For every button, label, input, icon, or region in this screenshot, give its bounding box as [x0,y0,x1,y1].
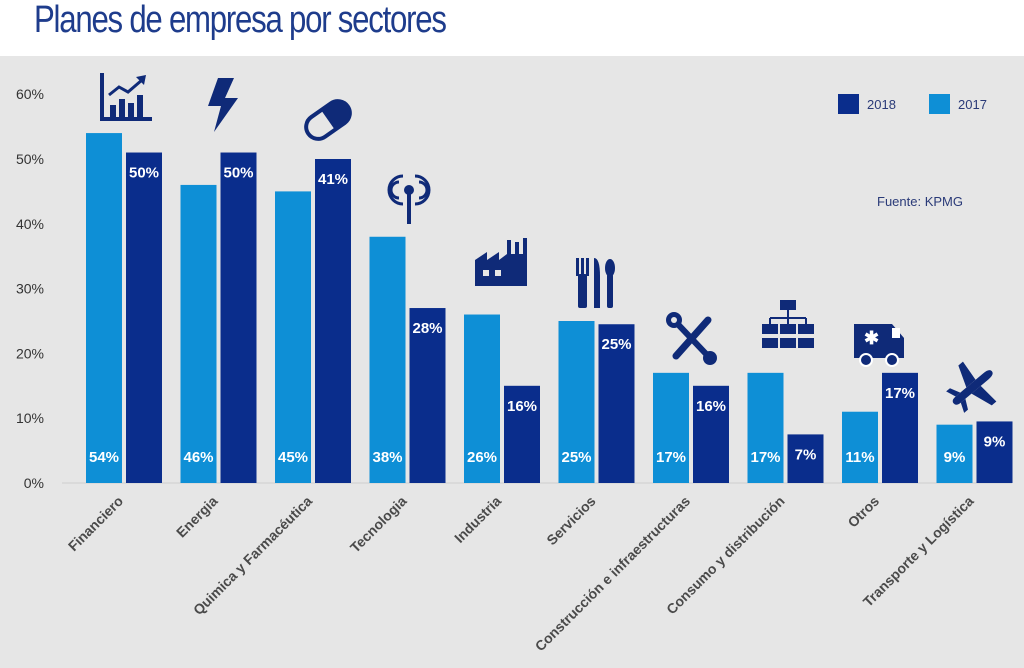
data-label-2017: 46% [183,449,213,466]
category-label: Energia [173,493,221,541]
org-chart-icon [762,300,814,348]
data-label-2018: 16% [696,398,726,415]
bar-2017 [558,321,595,483]
bar-2017 [936,424,973,483]
data-label-2018: 50% [129,165,159,182]
data-label-2017: 45% [278,449,308,466]
source-label: Fuente: KPMG [877,194,963,209]
data-label-2017: 25% [561,449,591,466]
legend-label-2017: 2017 [958,97,987,112]
bar-2018 [315,159,351,483]
bar-2018 [409,308,446,483]
bar-2017 [747,372,784,483]
category-label: Construcción e infraestructuras [532,493,694,655]
y-tick-label: 20% [16,345,44,361]
data-label-2017: 9% [944,449,966,466]
bar-2017 [86,133,122,483]
bar-2017 [842,411,878,483]
bar-2018 [787,434,824,483]
chart-panel: 0% 10% 20% 30% 40% 50% 60% 54% 50% 46% 50% 45% 41% 3… [0,56,1024,668]
data-labels: 54% 50% 46% 50% 45% 41% 38% 28% 26% 16% 25% 25% 17% 1… [89,165,1005,466]
factory-icon [475,238,527,286]
bar-2018 [504,385,540,483]
bar-2018 [126,152,162,483]
bar-2017 [369,236,406,483]
bar-2017 [464,314,500,483]
lightning-icon [208,78,238,132]
bar-chart-icon [100,73,152,121]
data-label-2017: 38% [372,449,402,466]
y-tick-label: 50% [16,151,44,167]
category-label: Industria [451,493,504,546]
y-tick-label: 0% [24,475,44,491]
bar-2018 [882,372,918,483]
data-label-2018: 50% [223,165,253,182]
data-label-2018: 16% [507,398,537,415]
tools-icon [666,312,717,365]
chart-title: Planes de empresa por sectores [34,0,447,41]
data-label-2018: 9% [984,433,1006,450]
ambulance-icon: ✱ [854,324,904,367]
legend: 2018 2017 [838,94,987,114]
data-label-2018: 25% [601,336,631,353]
svg-text:✱: ✱ [864,328,879,348]
category-label: Financiero [65,493,126,554]
bar-2017 [275,191,311,483]
legend-label-2018: 2018 [867,97,896,112]
category-label: Transporte y Logística [860,493,977,610]
bar-2018 [598,324,635,483]
category-label: Tecnologia [347,493,410,556]
category-label: Servicios [543,493,598,548]
bar-2018 [693,385,729,483]
pill-icon [304,99,352,141]
y-axis: 0% 10% 20% 30% 40% 50% 60% [16,86,44,491]
bar-2018 [220,152,257,483]
y-tick-label: 10% [16,410,44,426]
bar-2017 [180,184,217,484]
data-label-2017: 17% [656,449,686,466]
data-label-2017: 17% [750,449,780,466]
airplane-icon [946,361,997,413]
cutlery-icon [576,258,615,308]
y-tick-label: 40% [16,216,44,232]
data-label-2017: 11% [845,449,874,466]
antenna-icon [387,174,431,224]
data-label-2018: 41% [318,171,348,188]
data-label-2018: 7% [795,446,817,463]
bar-2018 [976,421,1013,483]
y-tick-label: 30% [16,281,44,297]
data-label-2018: 17% [885,385,915,402]
y-tick-label: 60% [16,86,44,102]
bars [86,133,1013,484]
legend-swatch-2017 [929,94,950,114]
bar-chart: 0% 10% 20% 30% 40% 50% 60% 54% 50% 46% 50% 45% 41% 3… [16,73,1013,655]
bar-2017 [653,372,689,483]
data-label-2017: 54% [89,449,119,466]
category-icons: ✱ [100,73,997,413]
data-label-2018: 28% [412,320,442,337]
category-label: Otros [844,493,882,531]
legend-swatch-2018 [838,94,859,114]
data-label-2017: 26% [467,449,497,466]
